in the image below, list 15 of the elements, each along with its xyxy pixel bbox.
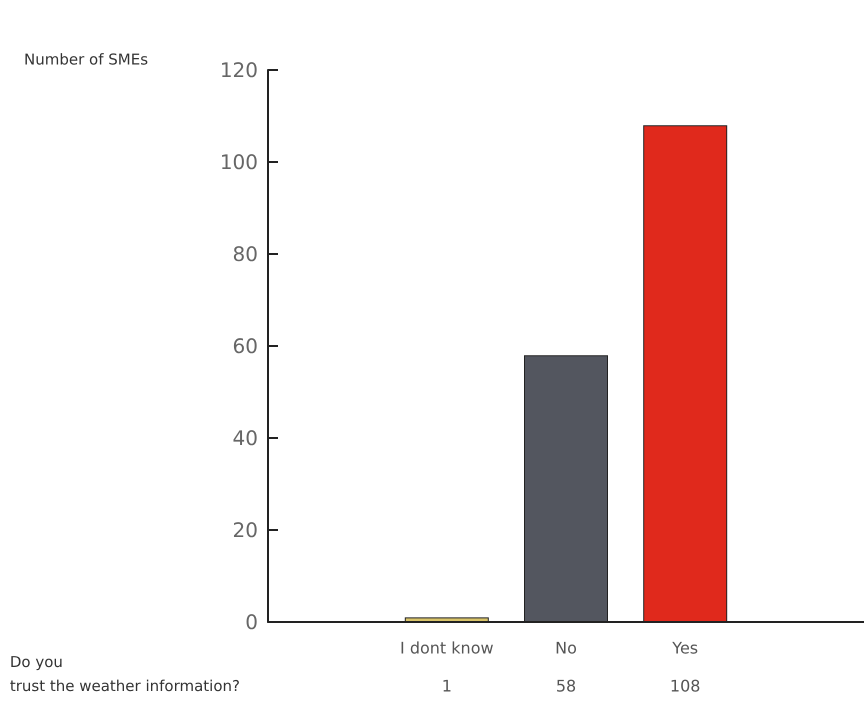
y-tick-label: 0: [245, 610, 258, 634]
x-tick-label: No: [555, 638, 577, 658]
data-label: 58: [556, 676, 576, 696]
x-tick-label: I dont know: [400, 638, 494, 658]
y-tick-label: 40: [232, 426, 258, 450]
y-tick-label: 60: [232, 334, 258, 358]
y-tick-label: 80: [232, 242, 258, 266]
data-label: 108: [670, 676, 700, 696]
y-tick-label: 20: [232, 518, 258, 542]
data-label: 1: [442, 676, 452, 696]
x-tick-label: Yes: [671, 638, 698, 658]
y-axis-title: Number of SMEs: [24, 50, 148, 68]
x-axis-title: Do you trust the weather information?: [10, 653, 240, 695]
y-tick-label: 100: [220, 150, 258, 174]
y-tick-label: 120: [220, 58, 258, 82]
